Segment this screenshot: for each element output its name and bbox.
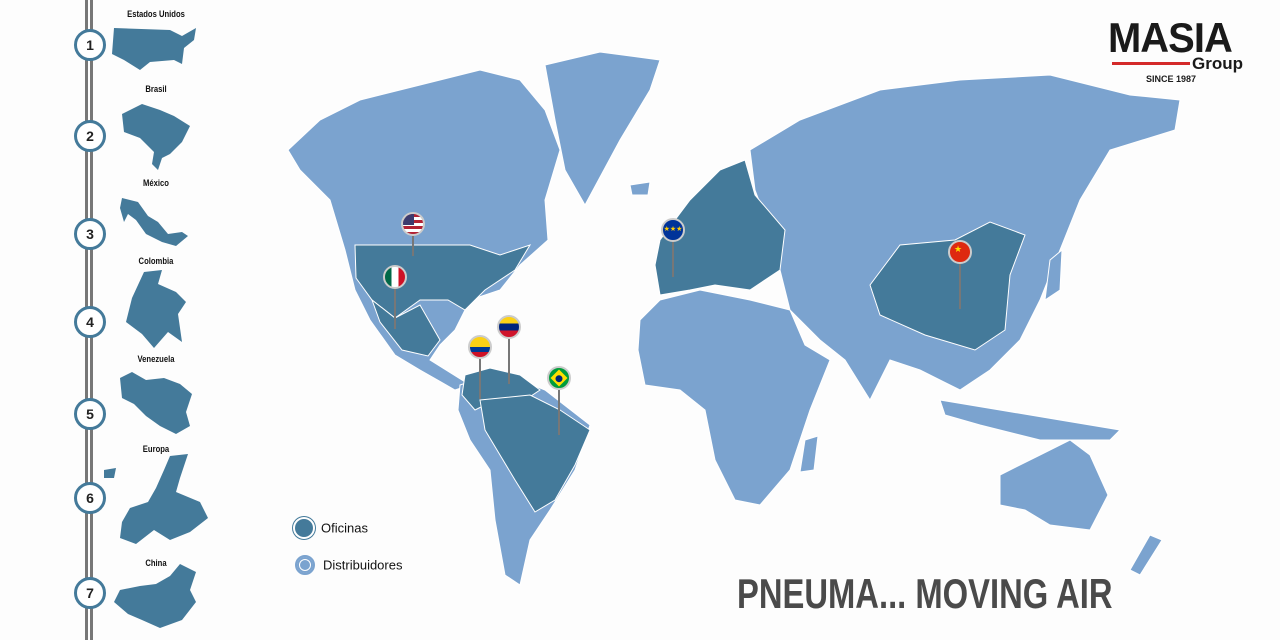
step-3: 3 bbox=[74, 218, 106, 250]
brazil-flag-icon[interactable] bbox=[547, 366, 571, 390]
china-region bbox=[869, 221, 1026, 351]
new-zealand bbox=[1129, 534, 1163, 576]
step-label: Venezuela bbox=[137, 354, 175, 364]
step-label: Colombia bbox=[138, 256, 174, 266]
iceland bbox=[629, 181, 651, 196]
europe-silhouette bbox=[104, 454, 208, 544]
step-5: 5 bbox=[74, 398, 106, 430]
greenland bbox=[544, 51, 661, 207]
legend-item-distribuidores: Distribuidores bbox=[295, 555, 402, 575]
china-flag-icon[interactable]: ★ bbox=[948, 240, 972, 264]
mexico-silhouette bbox=[120, 198, 188, 246]
usa-flag-icon[interactable] bbox=[401, 212, 425, 236]
distributor-dot-icon bbox=[295, 555, 315, 575]
europe-region bbox=[654, 159, 786, 296]
legend-label: Oficinas bbox=[321, 520, 368, 536]
masia-group-logo: MASIA Group SINCE 1987 bbox=[1108, 14, 1248, 85]
australia bbox=[999, 439, 1109, 531]
step-label: México bbox=[143, 178, 169, 188]
pin-stem bbox=[412, 236, 414, 256]
indonesia bbox=[939, 399, 1122, 441]
logo-red-line bbox=[1112, 62, 1190, 65]
step-4: 4 bbox=[74, 306, 106, 338]
step-7: 7 bbox=[74, 577, 106, 609]
step-label: Brasil bbox=[145, 84, 167, 94]
pin-stem bbox=[508, 339, 510, 384]
mexico-flag-icon[interactable] bbox=[383, 265, 407, 289]
north-america bbox=[287, 69, 561, 391]
colombia-silhouette bbox=[126, 270, 186, 348]
legend-item-oficinas: Oficinas bbox=[295, 519, 368, 537]
step-label: China bbox=[145, 558, 167, 568]
step-label: Europa bbox=[142, 444, 170, 454]
logo-since: SINCE 1987 bbox=[1146, 74, 1197, 84]
eu-flag-icon[interactable]: ★★★ bbox=[661, 218, 685, 242]
step-1: 1 bbox=[74, 29, 106, 61]
step-6: 6 bbox=[74, 482, 106, 514]
legend-label: Distribuidores bbox=[323, 557, 403, 573]
logo-sub: Group bbox=[1192, 54, 1243, 73]
tagline: PNEUMA... MOVING AIR bbox=[737, 570, 1113, 617]
pin-stem bbox=[672, 242, 674, 277]
brazil-region bbox=[479, 394, 591, 513]
japan bbox=[1044, 248, 1063, 302]
logo-brand: MASIA bbox=[1108, 14, 1233, 61]
pin-stem bbox=[394, 289, 396, 329]
step-label: Estados Unidos bbox=[127, 9, 185, 19]
venezuela-silhouette bbox=[120, 372, 192, 434]
office-dot-icon bbox=[295, 519, 313, 537]
pin-stem bbox=[959, 264, 961, 309]
africa bbox=[637, 289, 831, 506]
china-silhouette bbox=[114, 564, 196, 628]
pin-stem bbox=[479, 359, 481, 399]
pin-stem bbox=[558, 390, 560, 435]
mexico-region bbox=[370, 298, 441, 357]
colombia-flag-icon[interactable] bbox=[468, 335, 492, 359]
brazil-silhouette bbox=[122, 104, 190, 170]
venezuela-flag-icon[interactable] bbox=[497, 315, 521, 339]
usa-silhouette bbox=[112, 28, 196, 70]
madagascar bbox=[799, 435, 819, 473]
step-2: 2 bbox=[74, 120, 106, 152]
